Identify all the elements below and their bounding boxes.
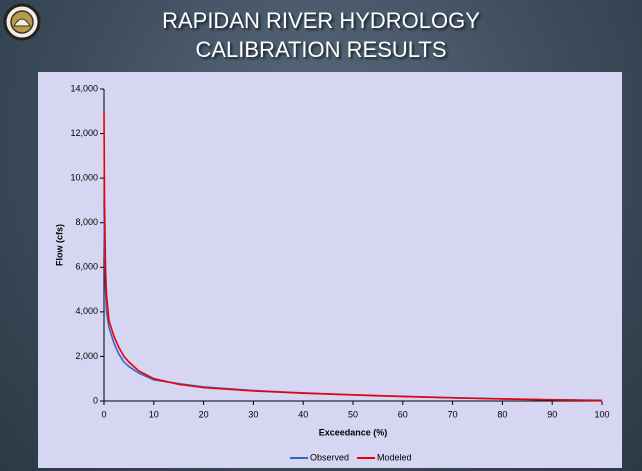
logo — [3, 3, 41, 41]
y-tick-label: 14,000 — [70, 83, 98, 93]
x-axis-label: Exceedance (%) — [319, 427, 388, 437]
x-tick-label: 50 — [348, 409, 358, 419]
chart-panel — [38, 72, 622, 468]
y-tick-label: 8,000 — [75, 217, 98, 227]
x-tick-label: 90 — [547, 409, 557, 419]
y-tick-label: 0 — [93, 395, 98, 405]
y-tick-label: 4,000 — [75, 306, 98, 316]
x-tick-label: 40 — [298, 409, 308, 419]
legend-label: Observed — [310, 452, 349, 462]
x-tick-label: 0 — [101, 409, 106, 419]
x-tick-label: 100 — [594, 409, 609, 419]
x-tick-label: 70 — [448, 409, 458, 419]
y-tick-label: 10,000 — [70, 173, 98, 183]
legend-label: Modeled — [377, 452, 412, 462]
x-tick-label: 60 — [398, 409, 408, 419]
x-tick-label: 80 — [497, 409, 507, 419]
x-tick-label: 20 — [199, 409, 209, 419]
y-axis-label: Flow (cfs) — [54, 224, 64, 266]
y-tick-label: 12,000 — [70, 128, 98, 138]
slide-title: RAPIDAN RIVER HYDROLOGY CALIBRATION RESU… — [162, 8, 480, 62]
x-tick-label: 10 — [149, 409, 159, 419]
x-tick-label: 30 — [248, 409, 258, 419]
series-line — [103, 111, 603, 402]
y-tick-label: 2,000 — [75, 351, 98, 361]
y-tick-label: 6,000 — [75, 262, 98, 272]
